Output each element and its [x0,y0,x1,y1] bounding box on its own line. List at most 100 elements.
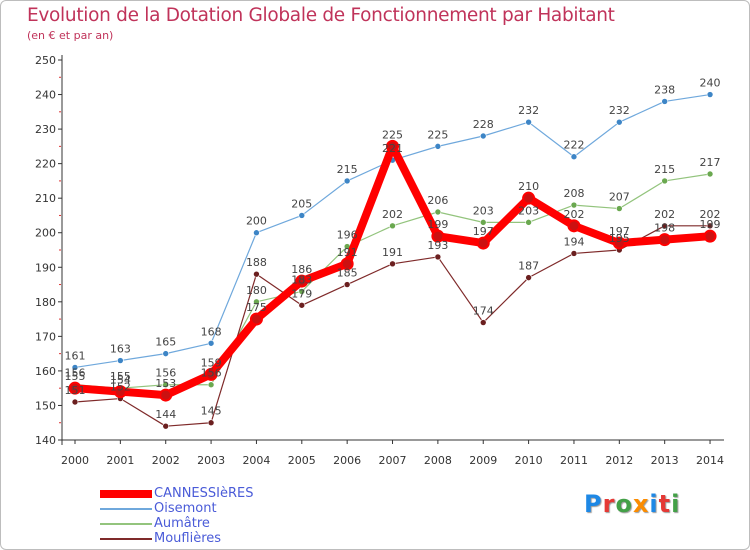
data-label: 217 [700,156,721,169]
data-label: 208 [563,187,584,200]
chart-title: Evolution de la Dotation Globale de Fonc… [27,5,615,26]
data-point [162,381,170,389]
data-label: 205 [291,197,312,210]
data-label: 191 [382,246,403,259]
data-point [298,301,306,309]
data-point [204,367,218,381]
data-label: 197 [473,225,494,238]
y-tick-label: 250 [35,54,56,67]
data-point [703,229,717,243]
x-tick-label: 2008 [424,454,452,467]
x-tick-label: 2005 [288,454,316,467]
data-point [476,236,490,250]
data-point [113,385,127,399]
data-point [343,177,351,185]
data-label: 161 [65,349,86,362]
data-label: 145 [201,405,222,418]
chart-subtitle: (en € et par an) [27,29,114,42]
data-point [706,91,714,98]
data-label: 174 [473,305,494,318]
data-label: 156 [155,367,176,380]
legend-swatch [100,537,152,540]
y-tick-label: 190 [35,261,56,274]
data-label: 175 [246,301,267,314]
proxiti-logo[interactable]: Proxiti [584,490,681,518]
data-label: 191 [337,246,358,259]
data-label: 215 [337,163,358,176]
data-point [525,118,532,126]
legend-swatch [100,507,152,510]
data-point [68,381,82,395]
data-label: 200 [246,215,267,228]
y-tick-label: 220 [35,158,56,171]
data-point [162,350,170,357]
data-label: 165 [155,336,176,349]
y-tick-label: 180 [35,296,56,309]
data-label: 202 [700,208,721,221]
legend-label: Aumâtre [154,515,210,531]
data-point [253,270,260,278]
data-label: 206 [427,194,448,207]
data-point [434,253,442,261]
series-line [71,142,715,400]
data-point [340,257,354,271]
data-point [661,98,668,105]
data-label: 225 [427,128,448,141]
data-label: 163 [110,343,131,356]
y-tick-label: 170 [35,330,56,343]
data-point [298,288,306,295]
data-point [525,219,532,226]
data-label: 188 [246,256,267,269]
data-label: 156 [65,367,86,380]
x-tick-label: 2002 [152,454,180,467]
legend-item: Oisemont [100,501,253,516]
data-point [570,250,578,257]
legend-item: Mouflières [100,531,253,546]
data-point [661,222,668,230]
data-point [479,219,487,226]
data-point [525,274,532,281]
data-label: 210 [518,180,539,193]
data-point [706,222,714,230]
data-label: 155 [65,370,86,383]
data-point [570,201,578,209]
legend-label: CANNESSIèRES [154,485,254,501]
data-label: 199 [427,218,448,231]
legend-label: Oisemont [154,500,217,516]
data-point [298,212,306,219]
data-label: 238 [654,83,675,96]
data-point [431,229,445,243]
y-tick-label: 210 [35,192,56,205]
data-point [253,298,260,306]
data-label: 222 [563,139,584,152]
data-label: 196 [337,229,358,242]
x-tick-label: 2011 [560,454,588,467]
data-label: 232 [609,104,630,117]
y-tick-label: 160 [35,365,56,378]
data-label: 228 [473,118,494,131]
x-tick-label: 2010 [515,454,543,467]
y-tick-label: 140 [35,434,56,447]
x-tick-label: 2000 [61,454,89,467]
data-point [567,219,581,233]
data-point [162,422,170,430]
x-tick-label: 2013 [651,454,679,467]
legend: CANNESSIèRES Oisemont Aumâtre Mouflières [100,486,253,546]
data-point [522,191,536,205]
x-tick-label: 2003 [197,454,225,467]
data-label: 155 [110,370,131,383]
x-tick-label: 2007 [379,454,407,467]
data-label: 195 [609,232,630,245]
data-point [117,357,124,364]
data-point [658,233,672,247]
x-tick-label: 2001 [106,454,134,467]
legend-swatch [100,522,152,525]
y-tick-label: 200 [35,227,56,240]
legend-label: Mouflières [154,530,222,546]
data-point [207,339,215,347]
data-label: 183 [291,273,312,286]
x-tick-label: 2006 [333,454,361,467]
data-label: 151 [65,384,86,397]
data-point [386,139,400,153]
